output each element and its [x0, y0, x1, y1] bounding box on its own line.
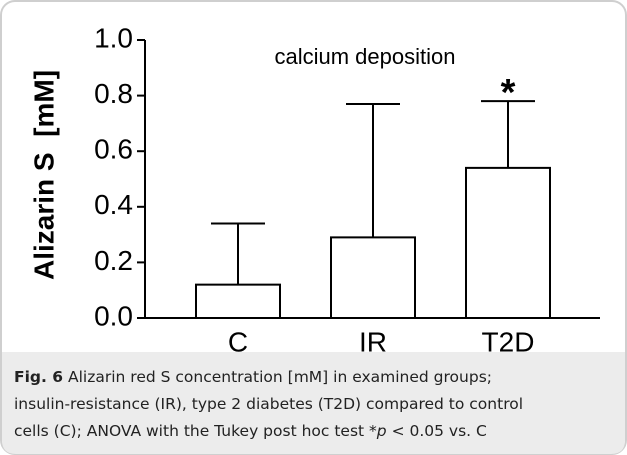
y-tick-label: 1.0	[94, 22, 133, 53]
caption-text: < 0.05 vs. C	[387, 422, 487, 440]
x-tick-label: IR	[359, 326, 387, 357]
caption-text: Alizarin red S concentration [mM] in exa…	[63, 368, 492, 386]
x-tick-label: C	[228, 326, 248, 357]
caption-panel	[2, 352, 625, 454]
bar	[465, 166, 551, 319]
caption-label: Fig. 6	[14, 368, 63, 386]
chart-title: calcium deposition	[275, 44, 456, 69]
x-tick-label: T2D	[482, 326, 535, 357]
y-tick-label: 0.6	[94, 134, 133, 165]
y-axis-label: Alizarin S [mM]	[28, 70, 59, 280]
y-tick-label: 0.2	[94, 245, 133, 276]
annotation: *	[501, 72, 516, 114]
caption-line: cells (C); ANOVA with the Tukey post hoc…	[14, 422, 487, 440]
y-tick-label: 0.4	[94, 189, 133, 220]
caption-line: Fig. 6 Alizarin red S concentration [mM]…	[14, 368, 492, 386]
bar	[195, 283, 281, 320]
bar	[330, 236, 416, 320]
caption-text: cells (C); ANOVA with the Tukey post hoc…	[14, 422, 377, 440]
y-tick-label: 0.0	[94, 300, 133, 331]
caption-text: p	[376, 422, 387, 440]
caption-line: insulin-resistance (IR), type 2 diabetes…	[14, 395, 523, 413]
y-tick-label: 0.8	[94, 78, 133, 109]
